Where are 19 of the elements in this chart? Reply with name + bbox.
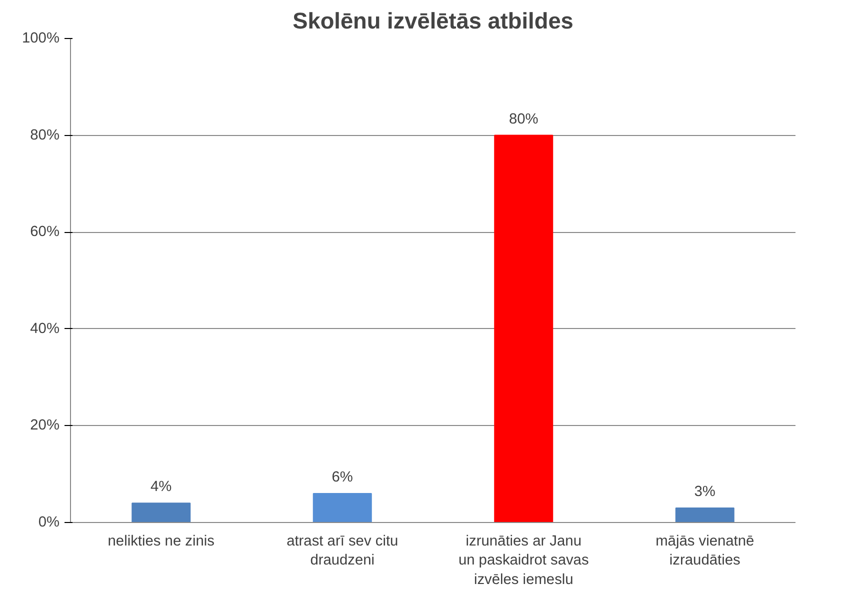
data-label: 4%: [150, 479, 172, 496]
data-label: 80%: [508, 111, 538, 128]
bar: [312, 492, 372, 522]
bar: [494, 134, 554, 522]
y-tick-label: 20%: [30, 418, 60, 434]
y-tick-label: 100%: [22, 30, 60, 46]
x-tick-label: nelikties ne zinis: [108, 534, 214, 550]
data-label: 6%: [332, 469, 353, 486]
y-tick-label: 40%: [30, 320, 60, 337]
data-label: 3%: [694, 484, 716, 500]
x-tick-label: atrast arī sev citu draudzeni: [286, 534, 398, 569]
x-tick-label: mājās vienatnē izraudāties: [656, 534, 754, 569]
y-tick-label: 60%: [30, 224, 60, 240]
chart-title: Skolēnu izvēlētās atbildes: [292, 8, 574, 34]
y-tick-label: 80%: [30, 127, 60, 144]
bar: [675, 507, 734, 522]
y-tick-label: 0%: [38, 514, 60, 530]
bar: [132, 502, 191, 522]
x-tick-label: izrunāties ar Janu un paskaidrot savas izvēles iemeslu: [458, 534, 589, 588]
